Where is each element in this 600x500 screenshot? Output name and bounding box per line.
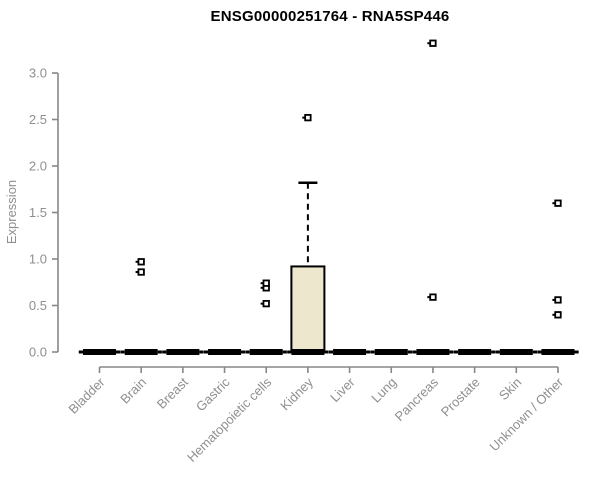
outlier-point-kidney bbox=[304, 113, 312, 122]
whisker-nub bbox=[574, 350, 579, 354]
median-bar-kidney bbox=[291, 349, 325, 355]
median-bar-breast bbox=[166, 349, 200, 355]
whisker-nub bbox=[199, 350, 204, 354]
whisker-nub bbox=[453, 350, 459, 354]
whisker-nub bbox=[491, 350, 496, 354]
whisker-nub bbox=[241, 350, 246, 354]
x-tick-label-kidney: Kidney bbox=[277, 374, 316, 413]
whisker-nub bbox=[203, 350, 209, 354]
y-axis-title: Expression bbox=[4, 179, 19, 245]
x-tick-label-skin: Skin bbox=[496, 375, 524, 403]
x-tick-label-lung: Lung bbox=[368, 375, 399, 406]
median-bar-bladder bbox=[83, 349, 116, 355]
x-tick-label-pancreas: Pancreas bbox=[392, 374, 442, 424]
median-bar-skin bbox=[499, 349, 533, 355]
y-tick-label: 2.5 bbox=[29, 112, 47, 127]
median-bar-prostate bbox=[458, 349, 492, 355]
whisker-nub bbox=[370, 350, 375, 354]
outlier-point-unknown-other bbox=[554, 311, 562, 319]
chart-title: ENSG00000251764 - RNA5SP446 bbox=[210, 8, 450, 25]
outlier-point-brain bbox=[137, 258, 145, 266]
y-tick-label: 1.0 bbox=[29, 252, 47, 267]
median-bar-lung bbox=[374, 349, 408, 355]
whisker-nub bbox=[532, 350, 537, 354]
whisker-nub bbox=[537, 350, 542, 354]
y-tick-label: 0.0 bbox=[29, 345, 47, 360]
outlier-point-pancreas bbox=[429, 39, 437, 47]
median-bar-hematopoietic-cells bbox=[249, 349, 283, 355]
x-tick-label-brain: Brain bbox=[117, 375, 149, 407]
median-bar-brain bbox=[124, 349, 158, 355]
whisker-nub bbox=[407, 350, 412, 354]
outlier-point-unknown-other bbox=[554, 296, 562, 304]
x-tick-label-breast: Breast bbox=[154, 374, 191, 411]
outlier-point-pancreas bbox=[429, 293, 437, 301]
whisker-nub bbox=[287, 350, 292, 354]
outlier-point-hematopoietic-cells bbox=[262, 279, 270, 287]
x-tick-label-liver: Liver bbox=[327, 374, 358, 405]
whisker-nub bbox=[116, 350, 121, 354]
whisker-nub bbox=[328, 350, 334, 354]
whisker-nub bbox=[162, 350, 167, 354]
whisker-nub bbox=[282, 350, 287, 354]
median-bar-unknown-other bbox=[541, 349, 575, 355]
whisker-nub bbox=[78, 350, 83, 354]
whisker-nub bbox=[120, 350, 125, 354]
x-tick-label-bladder: Bladder bbox=[65, 374, 108, 417]
whisker-nub bbox=[449, 350, 454, 354]
median-bar-liver bbox=[333, 349, 367, 355]
whisker-nub bbox=[412, 350, 417, 354]
x-tick-label-prostate: Prostate bbox=[438, 375, 483, 420]
median-bar-pancreas bbox=[416, 349, 450, 355]
y-tick-label: 3.0 bbox=[29, 66, 47, 81]
whisker-nub bbox=[495, 350, 500, 354]
y-tick-label: 0.5 bbox=[29, 298, 47, 313]
whisker-nub bbox=[157, 350, 162, 354]
y-tick-label: 2.0 bbox=[29, 159, 47, 174]
outlier-point-unknown-other bbox=[554, 199, 562, 207]
median-bar-gastric bbox=[208, 349, 242, 355]
x-tick-label-gastric: Gastric bbox=[193, 374, 233, 414]
whisker-nub bbox=[324, 350, 329, 354]
x-tick-label-unknown-other: Unknown / Other bbox=[487, 374, 567, 454]
y-tick-label: 1.5 bbox=[29, 205, 47, 220]
whisker-nub bbox=[245, 350, 250, 354]
outlier-point-hematopoietic-cells bbox=[262, 299, 270, 308]
whisker-nub bbox=[366, 350, 371, 354]
outlier-point-brain bbox=[137, 268, 145, 276]
box-kidney bbox=[290, 265, 326, 353]
